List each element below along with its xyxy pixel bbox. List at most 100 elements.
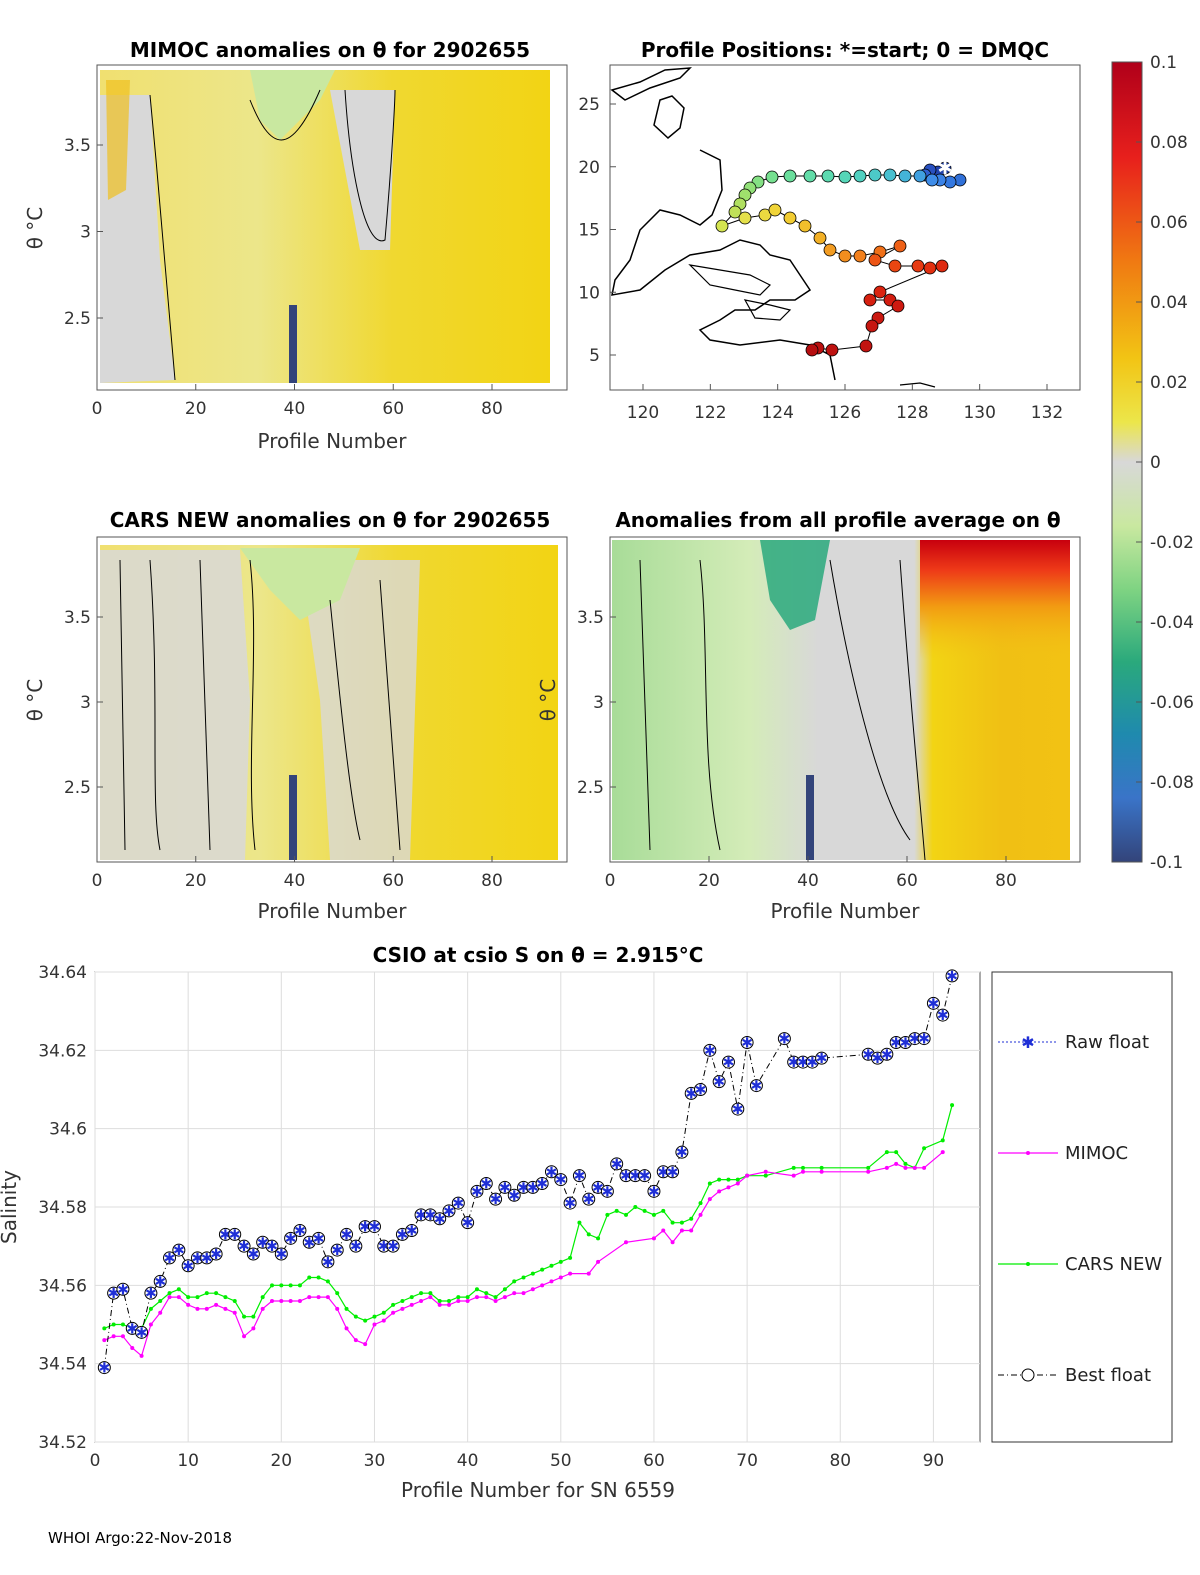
map-y-ticks: 5 10 15 20 25 xyxy=(578,95,616,366)
raw-float-point: ✱ xyxy=(126,1321,138,1337)
x-tick-label: 40 xyxy=(797,871,819,891)
cars-new-point xyxy=(642,1208,647,1213)
cars-new-point xyxy=(381,1310,386,1315)
raw-float-point: ✱ xyxy=(797,1055,809,1071)
y-tick-label: 34.52 xyxy=(38,1433,87,1453)
x-tick-label: 40 xyxy=(457,1451,479,1471)
cars-new-point xyxy=(316,1275,321,1280)
best-float-point xyxy=(144,1286,158,1300)
raw-float-point: ✱ xyxy=(313,1231,325,1247)
float-position-marker xyxy=(888,259,902,273)
map-x-tick-label: 130 xyxy=(963,403,995,423)
raw-float-point: ✱ xyxy=(108,1286,120,1302)
cars-new-point xyxy=(353,1314,358,1319)
x-tick-label: 20 xyxy=(185,399,207,419)
mimoc-point xyxy=(251,1326,256,1331)
raw-float-point: ✱ xyxy=(751,1079,763,1095)
legend-mimoc-marker xyxy=(1026,1151,1030,1155)
best-float-point xyxy=(312,1231,326,1245)
mimoc-point xyxy=(437,1302,442,1307)
cars-new-point xyxy=(866,1165,871,1170)
x-tick-label: 80 xyxy=(481,871,503,891)
legend-label: MIMOC xyxy=(1065,1143,1128,1164)
raw-float-point: ✱ xyxy=(862,1047,874,1063)
cars-new-point xyxy=(344,1306,349,1311)
cars-x-ticks: 0 20 40 60 80 xyxy=(92,856,503,891)
best-float-point xyxy=(284,1231,298,1245)
raw-float-point: ✱ xyxy=(378,1239,390,1255)
mimoc-point xyxy=(195,1306,200,1311)
colorbar-tick-label: 0.06 xyxy=(1150,213,1188,233)
best-float-point xyxy=(330,1243,344,1257)
mimoc-point xyxy=(391,1310,396,1315)
colorbar-tick-label: -0.06 xyxy=(1150,693,1194,713)
raw-float-point: ✱ xyxy=(266,1239,278,1255)
map-x-tick-label: 128 xyxy=(896,403,928,423)
colorbar: 0.1 0.08 0.06 0.04 0.02 0 -0.02 -0.04 -0.06 -0.08… xyxy=(1111,53,1194,873)
y-tick-label: 2.5 xyxy=(577,778,604,798)
avg-panel: Anomalies from all profile average on θ … xyxy=(536,508,1081,923)
best-float-point xyxy=(554,1173,568,1187)
cars-new-point xyxy=(111,1322,116,1327)
avg-x-ticks: 0 20 40 60 80 xyxy=(605,856,1017,891)
cars-new-point xyxy=(437,1299,442,1303)
raw-float-point: ✱ xyxy=(452,1196,464,1212)
cars-new-point xyxy=(484,1291,489,1296)
cars-new-point xyxy=(279,1283,284,1288)
cars-new-point xyxy=(558,1259,563,1264)
mimoc-point xyxy=(940,1150,945,1155)
cars-new-point xyxy=(400,1299,405,1303)
mimoc-point xyxy=(484,1295,489,1300)
cars-new-point xyxy=(894,1150,899,1155)
raw-float-point: ✱ xyxy=(629,1169,641,1185)
float-start-marker: ✱ xyxy=(937,158,952,179)
mimoc-green-region xyxy=(250,70,335,140)
mimoc-point xyxy=(335,1306,340,1311)
cars-new-point xyxy=(670,1220,675,1225)
chart-grid xyxy=(94,971,980,1443)
avg-title: Anomalies from all profile average on θ xyxy=(615,508,1060,532)
cars-new-point xyxy=(530,1271,535,1276)
float-position-marker xyxy=(923,261,937,275)
cars-new-point xyxy=(419,1291,424,1296)
cars-new-point xyxy=(176,1287,181,1292)
raw-float-point: ✱ xyxy=(685,1086,697,1102)
cars-blue-streak xyxy=(289,775,297,860)
mimoc-point xyxy=(372,1322,377,1327)
colorbar-tick-label: -0.02 xyxy=(1150,533,1194,553)
cars-new-point xyxy=(270,1283,274,1288)
cars-new-point xyxy=(596,1236,601,1241)
raw-float-point: ✱ xyxy=(508,1188,520,1204)
float-position-marker xyxy=(783,211,797,225)
best-float-point xyxy=(489,1192,503,1206)
mimoc-point xyxy=(344,1326,349,1331)
best-float-point xyxy=(163,1251,177,1265)
float-position-marker xyxy=(865,319,879,333)
raw-float-point: ✱ xyxy=(518,1180,530,1196)
mimoc-point xyxy=(717,1189,722,1194)
mimoc-point xyxy=(316,1295,321,1300)
mimoc-point xyxy=(111,1334,116,1339)
float-position-marker xyxy=(893,239,907,253)
cars-new-point xyxy=(698,1201,703,1206)
raw-float-point: ✱ xyxy=(648,1184,660,1200)
mimoc-point xyxy=(791,1173,796,1178)
best-float-point xyxy=(246,1247,260,1261)
best-float-point xyxy=(572,1169,586,1183)
raw-float-point: ✱ xyxy=(173,1243,185,1259)
mimoc-point xyxy=(232,1310,237,1315)
y-tick-label: 34.64 xyxy=(38,963,87,983)
best-float-point xyxy=(367,1220,381,1234)
cars-new-point xyxy=(288,1283,293,1288)
raw-float-point: ✱ xyxy=(210,1247,222,1263)
mimoc-point xyxy=(549,1279,554,1284)
cars-new-point xyxy=(903,1161,908,1166)
best-float-point xyxy=(405,1224,419,1237)
cars-new-point xyxy=(307,1275,312,1280)
float-position-marker xyxy=(863,293,877,307)
raw-float-point: ✱ xyxy=(275,1247,287,1263)
cars-new-point xyxy=(577,1220,582,1225)
cars-new-point xyxy=(363,1318,368,1323)
mimoc-field xyxy=(100,70,550,383)
